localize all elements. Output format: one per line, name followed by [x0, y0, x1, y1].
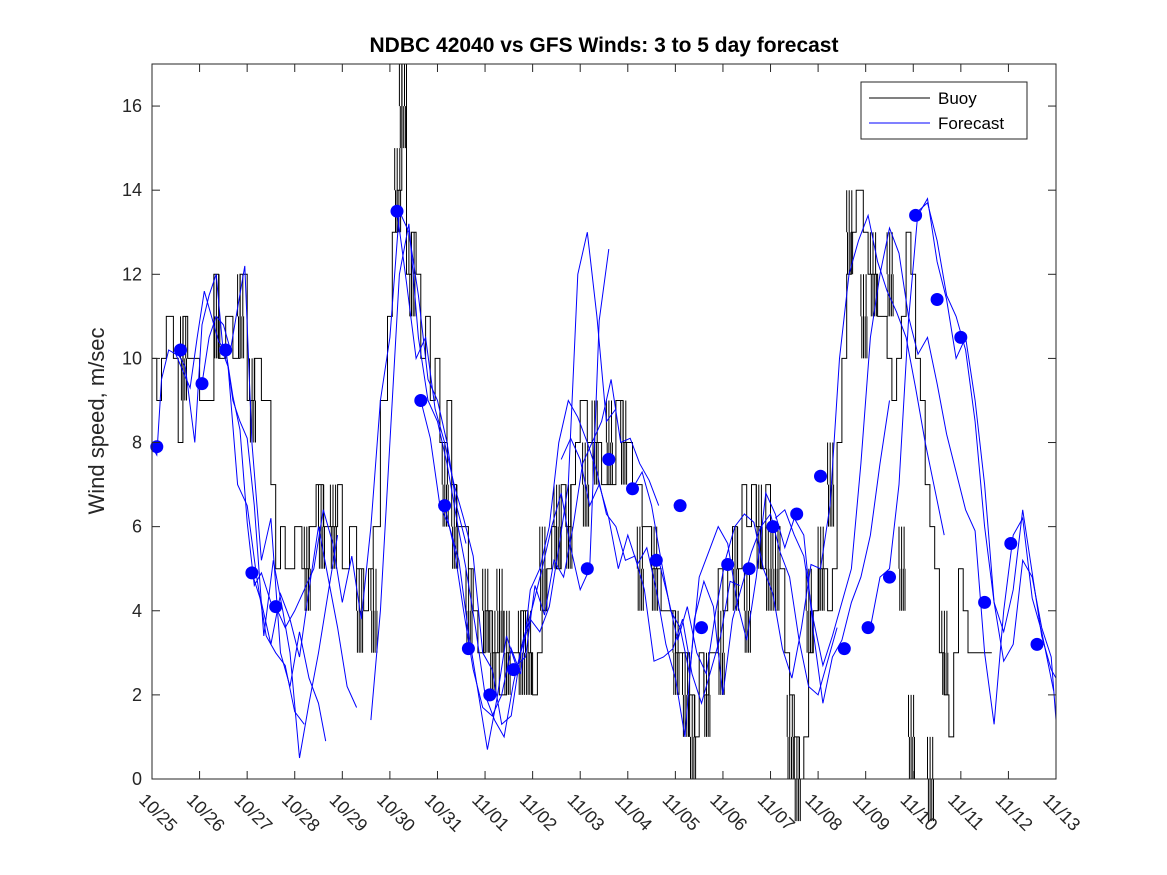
- plot-frame: [151, 63, 1057, 780]
- forecast-point: [174, 343, 187, 357]
- forecast-point: [1004, 537, 1018, 550]
- y-axis: 0 2 4 6 8 10 12 14 16: [122, 96, 1056, 789]
- forecast-point: [626, 482, 639, 496]
- forecast-line: [201, 265, 327, 742]
- forecast-point: [507, 663, 521, 677]
- forecast-point: [438, 499, 452, 513]
- legend-forecast-label: Forecast: [938, 114, 1004, 133]
- forecast-point: [861, 621, 875, 635]
- forecast-point: [930, 293, 944, 306]
- forecast-point: [150, 440, 164, 454]
- forecast-line: [151, 290, 272, 603]
- forecast-point: [602, 452, 616, 466]
- forecast-line: [225, 349, 339, 759]
- y-tick-label: 10: [122, 348, 142, 368]
- forecast-line: [275, 210, 467, 629]
- legend-buoy-label: Buoy: [938, 89, 977, 108]
- forecast-point: [219, 343, 233, 357]
- forecast-point: [673, 499, 687, 513]
- forecast-point: [790, 507, 804, 521]
- forecast-point: [483, 688, 497, 702]
- forecast-point: [766, 520, 780, 534]
- y-tick-label: 16: [122, 96, 142, 116]
- forecast-point: [837, 642, 851, 656]
- forecast-line: [370, 223, 610, 739]
- y-axis-label: Wind speed, m/sec: [84, 327, 109, 514]
- forecast-line: [396, 211, 617, 726]
- forecast-point: [1030, 637, 1044, 651]
- forecast-point: [580, 562, 594, 576]
- forecast-line: [917, 197, 1057, 679]
- forecast-series: [151, 197, 1057, 759]
- forecast-point: [245, 566, 259, 580]
- y-tick-label: 12: [122, 264, 142, 284]
- forecast-point: [909, 208, 923, 222]
- forecast-point: [390, 204, 404, 218]
- forecast-point: [742, 562, 756, 576]
- forecast-markers: [150, 204, 1044, 702]
- forecast-point: [954, 330, 968, 344]
- y-tick-label: 0: [132, 769, 142, 789]
- y-tick-label: 4: [132, 601, 142, 621]
- forecast-line: [774, 226, 1055, 725]
- forecast-line: [560, 437, 838, 737]
- forecast-line: [420, 379, 660, 750]
- forecast-point: [649, 553, 663, 567]
- y-tick-label: 6: [132, 517, 142, 537]
- forecast-point: [978, 595, 992, 609]
- y-tick-label: 8: [132, 433, 142, 453]
- chart-title: NDBC 42040 vs GFS Winds: 3 to 5 day fore…: [370, 34, 839, 57]
- forecast-line: [658, 213, 945, 679]
- plot-area: [152, 64, 1056, 779]
- forecast-point: [269, 600, 283, 614]
- forecast-point: [721, 558, 735, 571]
- legend: Buoy Forecast: [860, 81, 1028, 140]
- forecast-line: [869, 201, 1057, 721]
- forecast-point: [195, 377, 209, 391]
- forecast-point: [414, 394, 428, 407]
- y-tick-label: 2: [132, 685, 142, 705]
- forecast-point: [883, 570, 896, 584]
- forecast-point: [695, 621, 708, 635]
- legend-box: [860, 81, 1028, 140]
- forecast-point: [814, 469, 827, 483]
- forecast-line: [632, 400, 890, 704]
- forecast-point: [461, 642, 475, 656]
- y-tick-label: 14: [122, 180, 142, 200]
- forecast-line: [251, 526, 358, 708]
